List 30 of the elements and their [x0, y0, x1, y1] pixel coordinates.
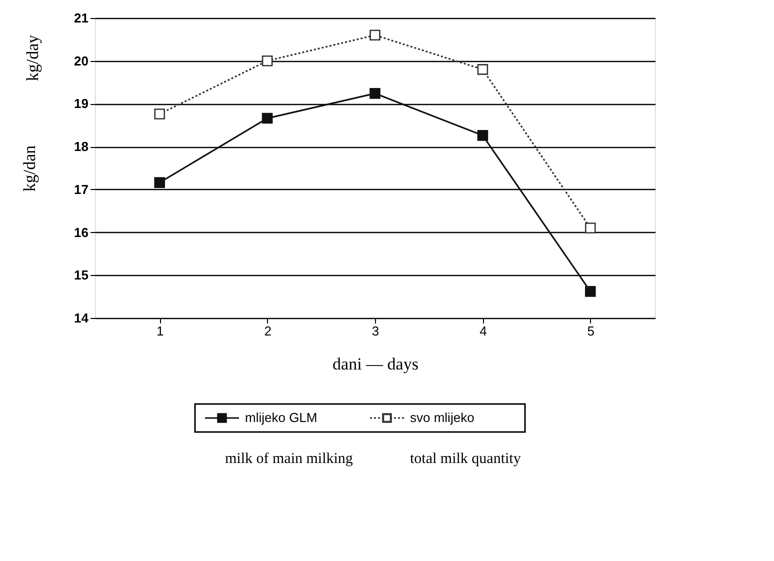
point [584, 222, 596, 234]
legend-label: svo mlijeko [410, 410, 474, 425]
y-tick-label: 15 [74, 268, 88, 283]
x-tick-label: 3 [372, 324, 380, 338]
y-tick-label: 19 [74, 96, 88, 112]
point [262, 112, 273, 124]
y-tick-label: 18 [74, 139, 88, 154]
point [154, 177, 166, 188]
point [370, 88, 380, 99]
x-tick-label: 5 [587, 324, 594, 338]
text: total milk quantity [410, 451, 522, 467]
y-tick-label: 21 [74, 10, 88, 26]
y-tick-label: 16 [74, 224, 88, 240]
x-tick-label: 2 [264, 324, 272, 338]
point [262, 55, 273, 66]
legend-label: mlijeko GLM [245, 410, 318, 425]
y-axis-title: kg/dan [20, 144, 40, 192]
point [477, 64, 488, 75]
point [154, 108, 166, 120]
point [477, 130, 488, 141]
y-tick-label: 20 [74, 53, 88, 68]
x-tick-label: 4 [480, 324, 487, 338]
point [370, 30, 380, 41]
x-axis-title: dani — days [332, 354, 418, 374]
text: kg/day [23, 34, 42, 82]
y-tick-label: 17 [74, 182, 88, 197]
x-tick-label: 1 [156, 324, 164, 338]
point [584, 286, 596, 297]
y-tick-label: 14 [74, 310, 90, 326]
text: milk of main milking [225, 451, 354, 467]
